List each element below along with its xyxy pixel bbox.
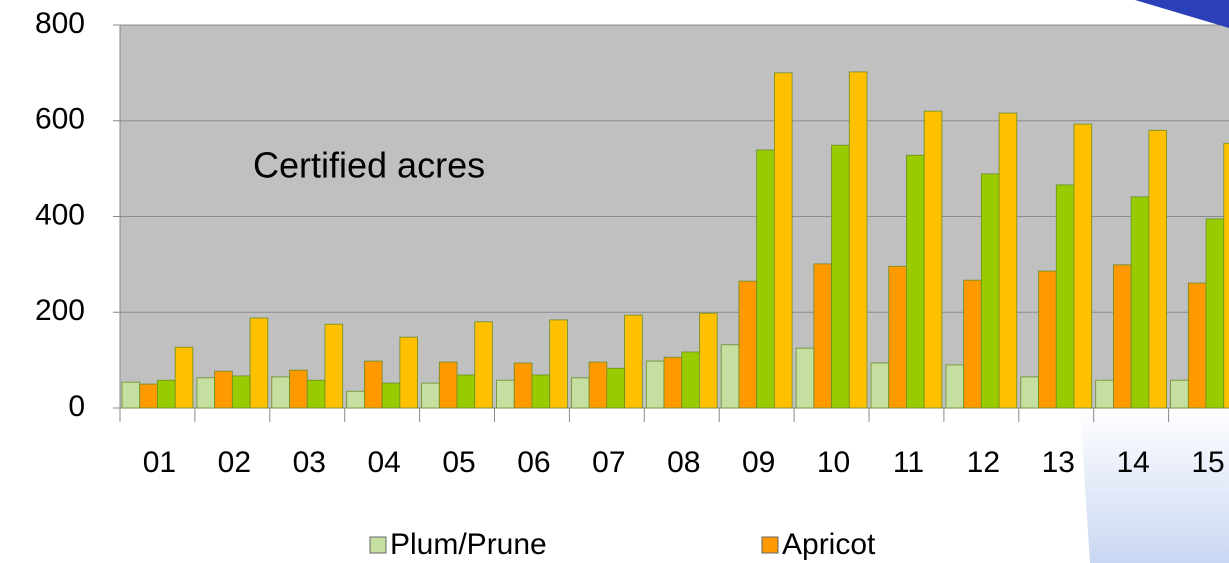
bar bbox=[588, 361, 608, 409]
bar bbox=[196, 377, 216, 409]
bar bbox=[624, 314, 643, 409]
x-tick-label: 15 bbox=[1191, 446, 1224, 479]
bar bbox=[346, 390, 365, 409]
bar bbox=[531, 374, 551, 409]
bar bbox=[474, 321, 493, 409]
bar bbox=[1130, 196, 1150, 409]
y-tick-label: 800 bbox=[35, 7, 85, 40]
bar bbox=[157, 379, 176, 409]
bar bbox=[324, 323, 344, 409]
bar bbox=[289, 369, 308, 409]
decoration bbox=[1080, 408, 1229, 563]
bar bbox=[963, 279, 982, 409]
bar bbox=[1187, 282, 1207, 409]
x-tick-label: 07 bbox=[592, 446, 625, 479]
bar bbox=[848, 71, 868, 409]
bar bbox=[231, 375, 251, 409]
x-tick-label: 13 bbox=[1042, 446, 1075, 479]
x-tick-label: 10 bbox=[817, 446, 850, 479]
x-tick-label: 11 bbox=[893, 446, 924, 479]
bar bbox=[139, 383, 158, 409]
bar bbox=[923, 110, 943, 409]
bar bbox=[813, 263, 832, 409]
bar bbox=[513, 362, 533, 409]
bar bbox=[945, 364, 965, 409]
x-tick-label: 03 bbox=[293, 446, 326, 479]
x-tick-label: 09 bbox=[742, 446, 775, 479]
legend-swatch bbox=[369, 536, 387, 554]
bar bbox=[738, 280, 758, 409]
x-tick-label: 04 bbox=[367, 446, 400, 479]
bar bbox=[795, 347, 815, 409]
legend-swatch bbox=[761, 536, 779, 554]
bar bbox=[1073, 123, 1093, 409]
bar bbox=[121, 381, 141, 409]
y-tick-label: 0 bbox=[68, 390, 85, 423]
bar bbox=[1038, 270, 1057, 409]
bar bbox=[421, 382, 440, 409]
bar bbox=[606, 367, 625, 409]
bar bbox=[1095, 379, 1114, 409]
bar bbox=[571, 377, 590, 409]
bar bbox=[306, 379, 326, 409]
bar bbox=[496, 379, 515, 409]
chart-title: Certified acres bbox=[253, 145, 485, 186]
x-tick-label: 12 bbox=[967, 446, 1000, 479]
bar bbox=[174, 346, 194, 409]
x-tick-label: 06 bbox=[517, 446, 550, 479]
bar bbox=[663, 356, 683, 409]
bar bbox=[681, 351, 700, 409]
bar bbox=[438, 361, 458, 409]
y-tick-label: 200 bbox=[35, 294, 85, 327]
bar bbox=[1020, 376, 1039, 409]
bar bbox=[1113, 264, 1132, 409]
legend-label: Apricot bbox=[782, 528, 876, 561]
bar bbox=[980, 173, 1000, 409]
bar bbox=[271, 376, 290, 409]
bar bbox=[773, 72, 793, 409]
x-tick-label: 05 bbox=[442, 446, 475, 479]
bar bbox=[998, 112, 1018, 409]
bar bbox=[1223, 142, 1229, 409]
bar bbox=[699, 312, 718, 409]
bar bbox=[549, 319, 568, 409]
bar bbox=[399, 336, 419, 409]
bar bbox=[1055, 184, 1075, 409]
bar bbox=[381, 382, 401, 409]
bar bbox=[906, 154, 925, 409]
y-tick-label: 600 bbox=[35, 103, 85, 136]
bar bbox=[645, 360, 665, 409]
x-tick-label: 02 bbox=[218, 446, 251, 479]
bar bbox=[364, 360, 383, 409]
bar bbox=[888, 265, 907, 409]
bar bbox=[1170, 379, 1189, 409]
y-tick-label: 400 bbox=[35, 198, 85, 231]
plot-area: 0 200 400 600 800 01 02 03 04 05 06 07 08 09 10 11 12 13 1… bbox=[35, 7, 1229, 479]
bar bbox=[249, 317, 269, 409]
bar bbox=[720, 344, 740, 409]
bar bbox=[456, 374, 476, 409]
bar bbox=[214, 370, 233, 409]
bar bbox=[831, 144, 850, 409]
x-tick-label: 01 bbox=[143, 446, 176, 479]
bar bbox=[1205, 218, 1225, 409]
bar bbox=[756, 149, 775, 409]
bar bbox=[870, 362, 890, 409]
bar bbox=[1148, 129, 1168, 409]
legend-label: Plum/Prune bbox=[390, 528, 547, 561]
x-tick-label: 08 bbox=[667, 446, 700, 479]
x-tick-label: 14 bbox=[1116, 446, 1149, 479]
decoration bbox=[1135, 0, 1229, 28]
